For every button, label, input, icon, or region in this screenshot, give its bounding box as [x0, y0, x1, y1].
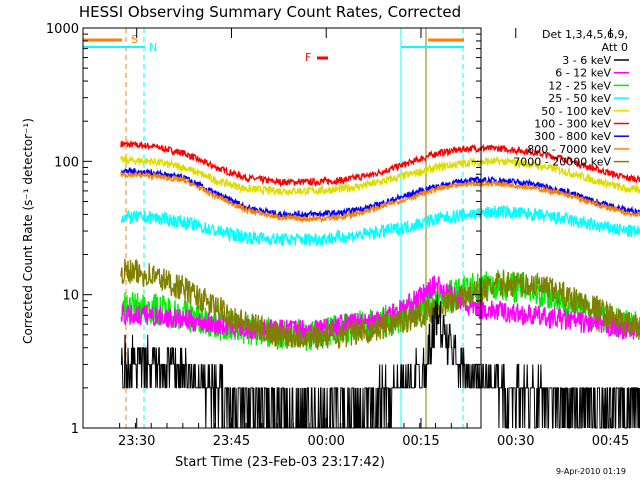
- series-line-6-12-: [120, 275, 640, 342]
- chart-title: HESSI Observing Summary Count Rates, Cor…: [79, 3, 461, 21]
- x-tick-label: 23:30: [118, 434, 155, 449]
- x-tick-label: 23:45: [213, 434, 250, 449]
- series-line-100-300-: [120, 139, 640, 188]
- legend-entry-label: 800 - 7000 keV: [527, 143, 611, 156]
- series-line-7000-20000-: [120, 258, 640, 350]
- x-axis-label: Start Time (23-Feb-03 23:17:42): [175, 455, 385, 470]
- legend-entry-label: 6 - 12 keV: [555, 67, 611, 80]
- series-line-800-7000-: [120, 171, 640, 224]
- legend-entry-label: 50 - 100 keV: [541, 105, 611, 118]
- footer-date: 9-Apr-2010 01:19: [556, 467, 626, 476]
- series-line-25-50-: [120, 204, 640, 247]
- y-tick-label: 1: [71, 422, 79, 437]
- saa-marker-label: N: [149, 41, 157, 54]
- series-line-50-100-: [120, 155, 640, 197]
- legend-entry-label: 25 - 50 keV: [548, 92, 611, 105]
- flare-marker-label: F: [305, 51, 311, 64]
- legend-entry-label: 300 - 800 keV: [534, 130, 611, 143]
- x-tick-label: 00:45: [592, 434, 629, 449]
- y-tick-label: 10: [62, 289, 79, 304]
- x-tick-label: 00:00: [307, 434, 344, 449]
- legend-entry-label: 12 - 25 keV: [548, 79, 611, 92]
- legend-header-att: Att 0: [602, 41, 628, 54]
- legend-header: Det 1,3,4,5,6,9,: [542, 28, 628, 41]
- legend-entry-label: 7000 - 20000 keV: [513, 156, 611, 169]
- x-tick-label: 00:15: [402, 434, 439, 449]
- plot-frame: [82, 27, 482, 429]
- x-tick-label: 00:30: [497, 434, 534, 449]
- y-tick-label: 1000: [46, 22, 79, 37]
- plot-area: SN F: [83, 28, 640, 429]
- legend-entry-label: 100 - 300 keV: [534, 118, 611, 131]
- y-axis-label: Corrected Count Rate (s⁻¹ detector⁻¹): [21, 118, 35, 344]
- attenuator-marker-label: S: [131, 33, 138, 46]
- series-line-3-6-: [120, 294, 640, 429]
- legend-entry-label: 3 - 6 keV: [562, 54, 611, 67]
- y-tick-label: 100: [54, 155, 79, 170]
